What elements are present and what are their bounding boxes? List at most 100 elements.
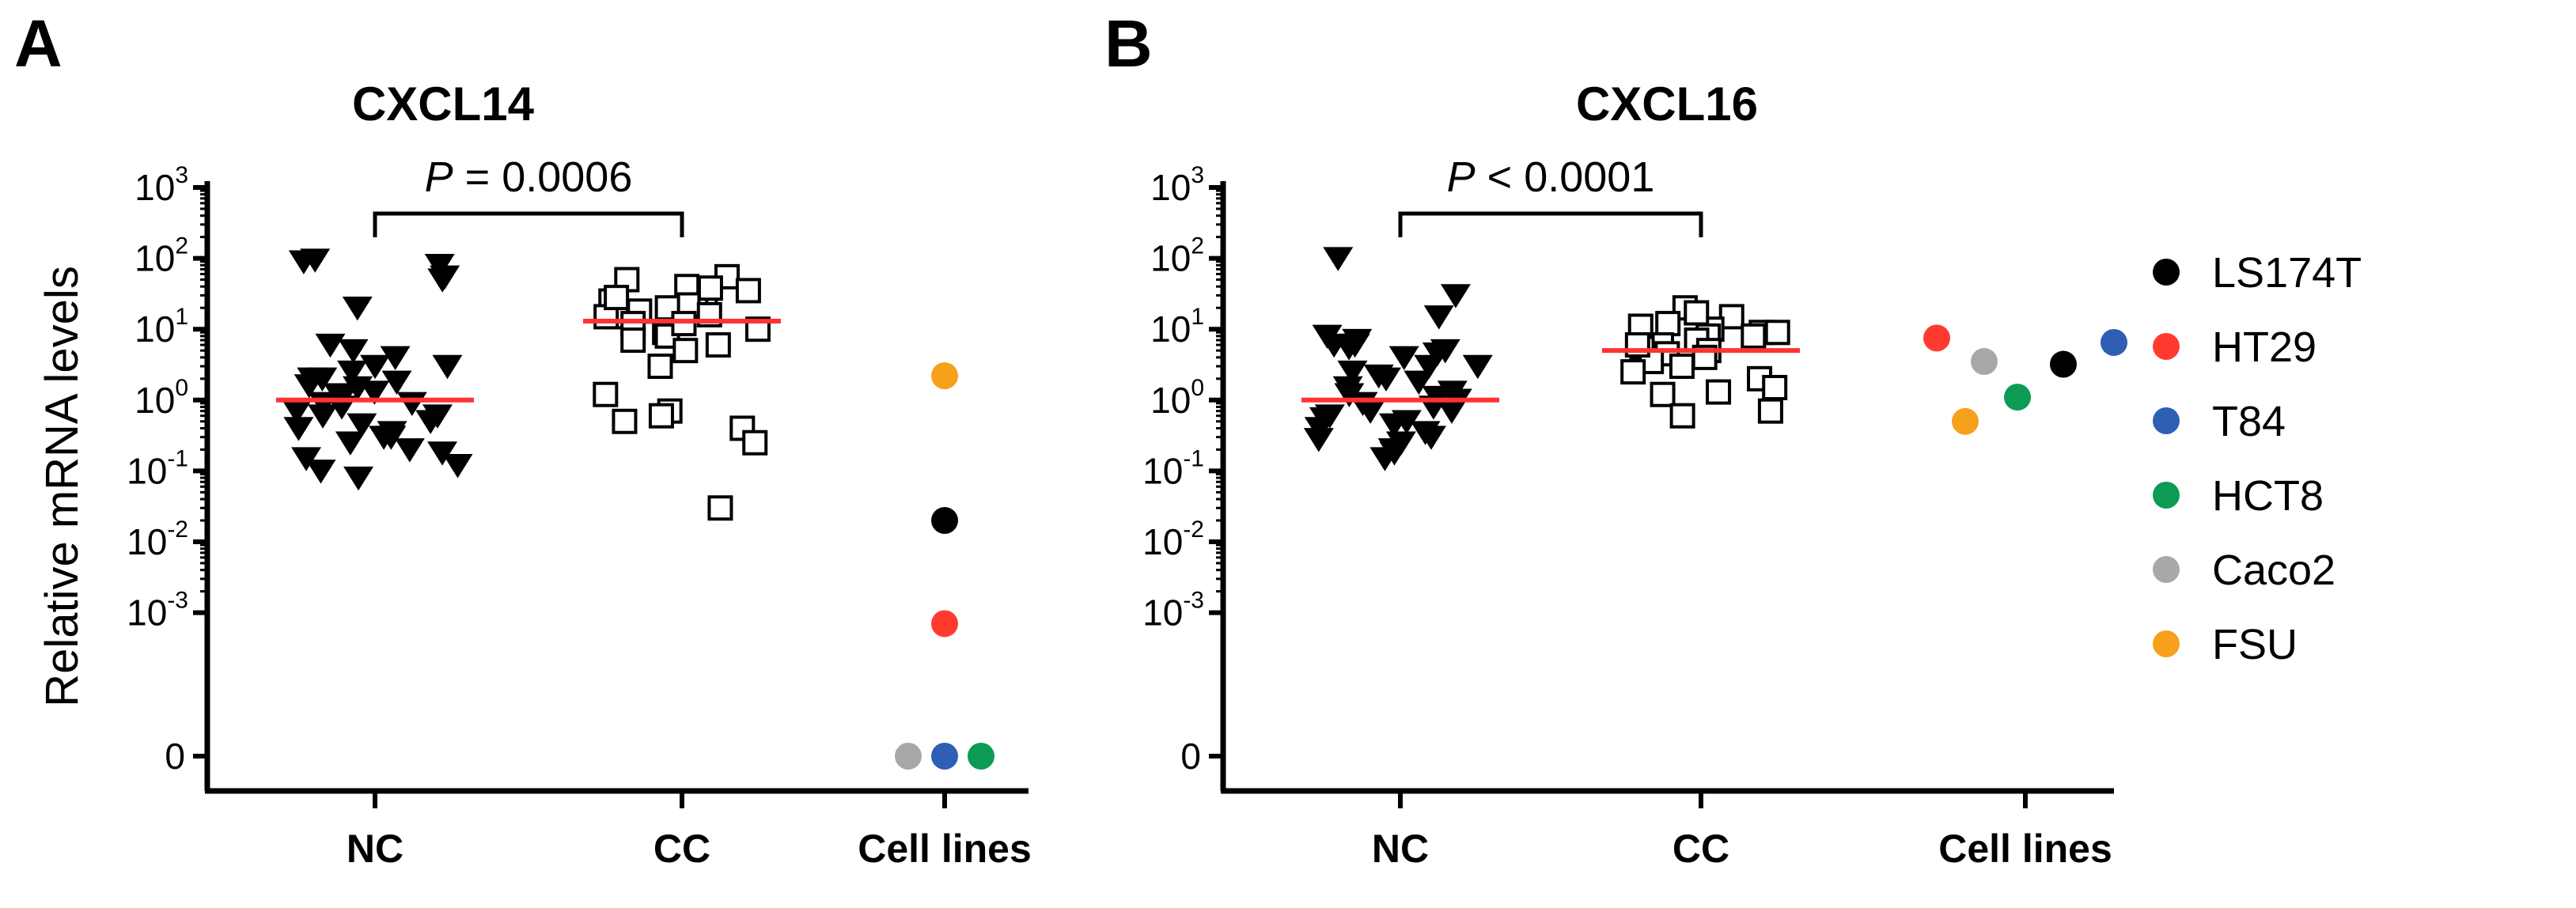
nc-data-point [1404, 370, 1434, 395]
y-tick-label: 10-2 [1142, 516, 1204, 562]
cc-data-point [1757, 398, 1783, 424]
nc-data-point [342, 296, 373, 321]
cc-data-point [742, 429, 768, 456]
p-value-italic: P [1447, 153, 1476, 201]
nc-data-point [343, 466, 374, 491]
y-tick-exponent: 0 [175, 375, 188, 401]
nc-data-point [1303, 428, 1334, 452]
nc-data-point [300, 248, 331, 273]
y-tick-label: 0 [165, 736, 185, 777]
y-tick-exponent: -1 [167, 445, 188, 471]
chart-title-b: CXCL16 [1576, 78, 1758, 131]
cc-data-point [1706, 379, 1732, 405]
nc-data-point [427, 441, 458, 466]
y-tick-exponent: -1 [1183, 445, 1204, 471]
y-tick-exponent: -3 [167, 588, 188, 614]
legend-marker-fsu [2153, 630, 2180, 657]
cell-line-point-ls174t [2050, 350, 2077, 378]
cc-data-point [604, 285, 630, 311]
cc-data-point [647, 354, 673, 380]
cc-data-point [1741, 323, 1767, 349]
y-tick-base: 10 [134, 167, 175, 208]
cc-data-point [1650, 381, 1676, 407]
cell-line-point-ls174t [931, 507, 958, 535]
nc-data-point [381, 370, 412, 395]
y-tick-base: 10 [127, 521, 167, 562]
y-tick-label: 102 [1150, 233, 1204, 279]
nc-data-point [347, 413, 377, 438]
y-tick-label: 10-1 [1142, 445, 1204, 491]
nc-data-point [1323, 247, 1354, 271]
y-tick-base: 10 [1150, 238, 1191, 279]
legend-label-hct8: HCT8 [2212, 472, 2324, 520]
y-tick-base: 10 [1150, 380, 1191, 421]
nc-data-point [360, 354, 391, 380]
legend-marker-t84 [2153, 407, 2180, 434]
cc-data-point [1764, 320, 1790, 346]
nc-data-point [335, 431, 366, 456]
cell-line-point-ht29 [1923, 324, 1950, 352]
cc-data-point [707, 495, 733, 521]
y-tick-label: 102 [134, 233, 188, 279]
y-tick-label: 101 [1150, 304, 1204, 350]
nc-data-point [308, 404, 339, 429]
nc-data-point [415, 410, 446, 434]
x-tick-label: CC [1673, 827, 1729, 871]
nc-data-point [338, 339, 369, 364]
y-tick-base: 0 [1180, 736, 1201, 777]
y-tick-base: 10 [1142, 592, 1183, 634]
y-tick-label: 0 [1180, 736, 1201, 777]
y-tick-exponent: 0 [1191, 375, 1204, 401]
y-tick-exponent: -3 [1183, 588, 1204, 614]
y-tick-label: 100 [1150, 375, 1204, 421]
nc-data-point [315, 333, 346, 358]
y-tick-exponent: -2 [167, 516, 188, 543]
nc-data-point [1423, 305, 1454, 330]
panel-letter-a: A [14, 6, 63, 81]
x-tick-label: NC [347, 827, 403, 871]
nc-data-point [1337, 360, 1368, 385]
y-tick-base: 10 [1142, 521, 1183, 562]
cc-data-point [697, 275, 723, 301]
legend-label-ls174t: LS174T [2212, 249, 2362, 297]
cc-data-point [1655, 311, 1681, 337]
cell-line-point-hct8 [968, 743, 994, 770]
cc-data-point [648, 403, 674, 429]
nc-data-point [294, 374, 324, 399]
nc-data-point [307, 367, 338, 392]
p-value-label: P < 0.0001 [1447, 153, 1655, 201]
y-tick-base: 10 [1150, 308, 1191, 350]
nc-data-point [1379, 441, 1410, 466]
nc-data-point [1388, 346, 1419, 371]
nc-data-point [1379, 413, 1410, 438]
nc-data-point [1440, 284, 1471, 308]
cc-data-point [612, 408, 638, 434]
cc-data-point [671, 311, 697, 337]
cell-line-point-t84 [931, 743, 958, 770]
p-value-label: P = 0.0006 [425, 153, 633, 201]
nc-data-point [1415, 426, 1446, 450]
legend-label-ht29: HT29 [2212, 323, 2317, 371]
p-value-text: < 0.0001 [1476, 153, 1655, 201]
y-tick-label: 100 [134, 375, 188, 421]
y-tick-exponent: -2 [1183, 516, 1204, 543]
y-tick-base: 0 [165, 736, 185, 777]
cc-data-point [1669, 403, 1695, 429]
cc-data-point [672, 338, 699, 364]
y-tick-exponent: 1 [1191, 304, 1204, 330]
nc-data-point [291, 447, 322, 471]
x-tick-label: NC [1372, 827, 1429, 871]
legend-marker-caco2 [2153, 556, 2180, 583]
x-tick-label: Cell lines [858, 827, 1032, 871]
cc-data-point [1669, 354, 1695, 380]
cell-line-point-hct8 [2004, 384, 2031, 411]
nc-data-point [1309, 407, 1339, 432]
legend-marker-hct8 [2153, 482, 2180, 509]
cell-line-point-caco2 [895, 743, 922, 770]
cell-line-point-fsu [931, 362, 958, 390]
y-tick-base: 10 [134, 238, 175, 279]
nc-data-point [283, 417, 314, 441]
x-tick-label: CC [653, 827, 710, 871]
